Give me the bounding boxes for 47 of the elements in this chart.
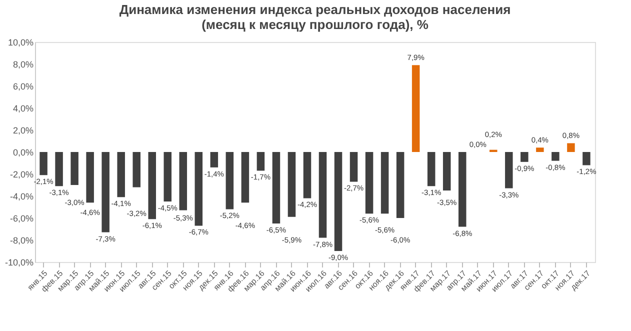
bar	[102, 152, 110, 232]
bar	[536, 148, 544, 152]
y-tick-label: -4,0%	[10, 192, 34, 202]
bar	[288, 152, 296, 217]
bar	[40, 152, 48, 176]
bar	[442, 152, 451, 190]
bar	[55, 152, 63, 186]
bar	[132, 152, 140, 188]
chart-title: Динамика изменения индекса реальных доходов населения	[119, 2, 511, 17]
bar	[148, 152, 156, 220]
bar	[241, 152, 250, 203]
y-tick-label: 0,0%	[12, 148, 34, 158]
y-tick-label: -8,0%	[10, 236, 34, 246]
bar	[226, 152, 234, 210]
y-tick-label: 10,0%	[8, 38, 34, 48]
bar	[396, 152, 404, 218]
y-tick-label: 8,0%	[12, 60, 34, 70]
chart-subtitle: (месяц к месяцу прошлого года), %	[202, 17, 429, 32]
y-tick-label: 4,0%	[12, 104, 34, 114]
bar	[552, 152, 560, 161]
bar	[334, 152, 342, 251]
bar	[380, 152, 389, 214]
y-tick-label: 6,0%	[12, 82, 34, 92]
y-tick-label: -6,0%	[10, 214, 34, 224]
bar	[427, 152, 436, 186]
bar	[179, 152, 188, 210]
bar	[210, 152, 218, 168]
bar	[318, 152, 327, 238]
bar	[194, 152, 203, 226]
bar	[505, 152, 513, 188]
bar	[86, 152, 94, 203]
bar	[520, 152, 528, 162]
bar	[272, 152, 280, 224]
bar	[350, 152, 358, 182]
y-tick-label: -2,0%	[10, 170, 34, 180]
bar	[412, 65, 420, 152]
bar	[256, 152, 265, 171]
bar	[567, 143, 575, 152]
bar	[70, 152, 78, 185]
y-tick-label: -10,0%	[4, 258, 34, 268]
bar	[164, 152, 172, 202]
bar	[365, 152, 374, 214]
bar	[117, 152, 125, 198]
bar	[458, 152, 466, 227]
bar	[582, 152, 590, 166]
bar	[303, 152, 312, 198]
y-tick-label: 2,0%	[12, 126, 34, 136]
